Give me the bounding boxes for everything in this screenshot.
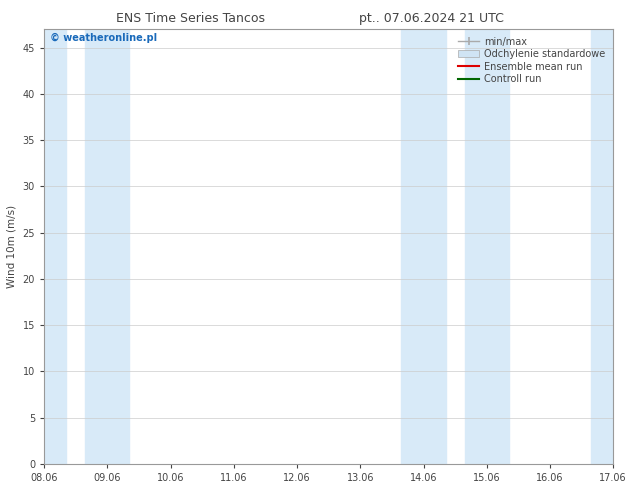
- Bar: [465, 29, 509, 464]
- Legend: min/max, Odchylenie standardowe, Ensemble mean run, Controll run: min/max, Odchylenie standardowe, Ensembl…: [455, 34, 609, 87]
- Bar: [44, 29, 66, 464]
- Bar: [401, 29, 446, 464]
- Y-axis label: Wind 10m (m/s): Wind 10m (m/s): [7, 205, 17, 288]
- Bar: [591, 29, 613, 464]
- Text: © weatheronline.pl: © weatheronline.pl: [49, 33, 157, 44]
- Bar: [85, 29, 129, 464]
- Text: pt.. 07.06.2024 21 UTC: pt.. 07.06.2024 21 UTC: [359, 12, 503, 25]
- Text: ENS Time Series Tancos: ENS Time Series Tancos: [115, 12, 265, 25]
